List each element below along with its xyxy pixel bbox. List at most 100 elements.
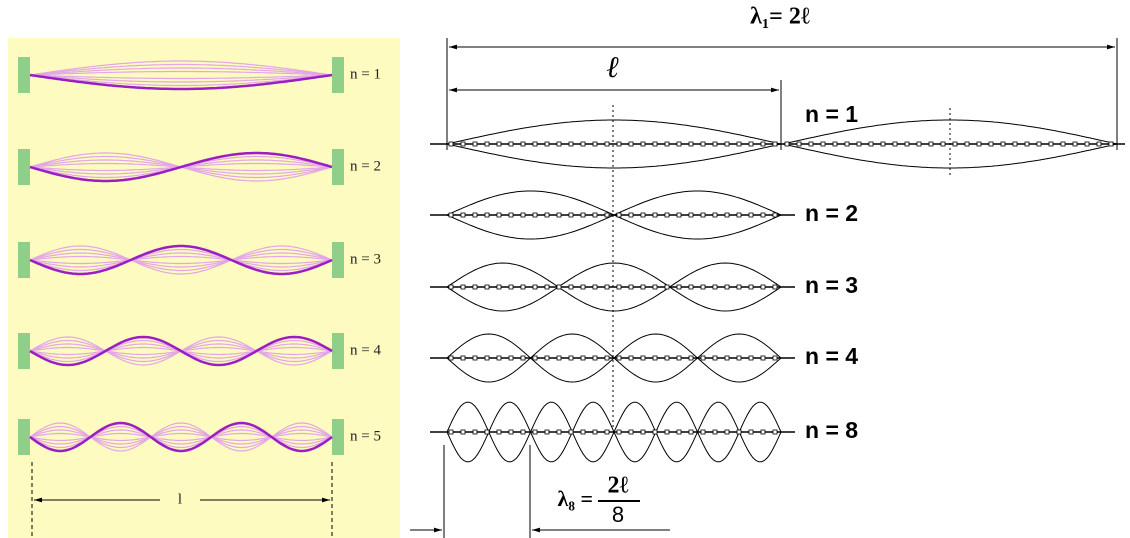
string-ghost	[29, 248, 333, 272]
string-ghost	[29, 60, 333, 76]
particle	[580, 141, 586, 147]
particle	[460, 429, 466, 435]
particle	[556, 141, 562, 147]
string-ghost	[29, 425, 333, 449]
mode-label: n = 4	[805, 343, 858, 369]
particle	[664, 141, 670, 147]
particle	[448, 284, 454, 290]
particle	[832, 141, 838, 147]
particle	[496, 212, 502, 218]
particle	[652, 429, 658, 435]
particle	[472, 141, 478, 147]
particle	[592, 429, 598, 435]
string-ghost	[29, 429, 333, 445]
particle	[1024, 141, 1030, 147]
particle	[676, 284, 682, 290]
particle	[748, 212, 754, 218]
particle	[604, 429, 610, 435]
particle	[724, 212, 730, 218]
particle	[724, 429, 730, 435]
particle	[484, 429, 490, 435]
particle	[760, 212, 766, 218]
particle	[772, 355, 778, 361]
particle	[628, 141, 634, 147]
particle	[772, 284, 778, 290]
mode-label: n = 1	[350, 66, 381, 82]
particle	[556, 284, 562, 290]
string	[29, 244, 333, 276]
particle	[556, 212, 562, 218]
particle	[700, 355, 706, 361]
particle	[712, 429, 718, 435]
particle	[928, 141, 934, 147]
particle	[760, 355, 766, 361]
particle	[736, 429, 742, 435]
particle	[892, 141, 898, 147]
particle	[496, 284, 502, 290]
particle	[868, 141, 874, 147]
envelope	[446, 262, 782, 312]
particle	[772, 141, 778, 147]
particle	[628, 429, 634, 435]
mode-label: n = 5	[350, 428, 381, 444]
particle	[688, 429, 694, 435]
particle	[592, 141, 598, 147]
particle	[808, 141, 814, 147]
particle	[664, 429, 670, 435]
particle	[580, 284, 586, 290]
particle	[568, 429, 574, 435]
string-ghost	[29, 74, 333, 83]
particle	[688, 355, 694, 361]
particle	[700, 141, 706, 147]
particle	[472, 284, 478, 290]
mode-label: n = 2	[350, 158, 381, 174]
particle	[568, 212, 574, 218]
mode-label: n = 3	[350, 251, 381, 267]
particle	[580, 355, 586, 361]
particle	[556, 355, 562, 361]
particle	[904, 141, 910, 147]
string-ghost	[29, 429, 333, 445]
particle	[736, 141, 742, 147]
particle	[628, 355, 634, 361]
particle	[664, 212, 670, 218]
particle	[772, 212, 778, 218]
particle	[652, 141, 658, 147]
particle	[520, 429, 526, 435]
particle	[736, 355, 742, 361]
particle	[748, 141, 754, 147]
envelope	[446, 262, 782, 312]
particle	[748, 284, 754, 290]
length-label: l	[178, 491, 182, 507]
particle	[760, 284, 766, 290]
particle	[508, 429, 514, 435]
particle	[1072, 141, 1078, 147]
particle	[460, 141, 466, 147]
particle	[520, 212, 526, 218]
particle	[472, 355, 478, 361]
particle	[1108, 141, 1114, 147]
particle	[604, 284, 610, 290]
particle	[448, 429, 454, 435]
particle	[676, 141, 682, 147]
lambda1-label: λ₁= 2ℓ	[750, 4, 810, 30]
particle	[520, 141, 526, 147]
clamp	[332, 242, 344, 278]
particle	[676, 212, 682, 218]
particle	[568, 284, 574, 290]
string-ghost	[29, 432, 333, 442]
particle	[592, 212, 598, 218]
particle	[652, 284, 658, 290]
mode-label: n = 8	[805, 417, 858, 443]
lambda8-numerator: 2ℓ	[608, 473, 629, 499]
string	[29, 73, 333, 91]
particle	[700, 429, 706, 435]
particle	[532, 212, 538, 218]
particle	[496, 141, 502, 147]
string-ghost	[29, 63, 333, 76]
string-ghost	[29, 422, 333, 452]
particle	[952, 141, 958, 147]
envelope	[446, 119, 782, 145]
